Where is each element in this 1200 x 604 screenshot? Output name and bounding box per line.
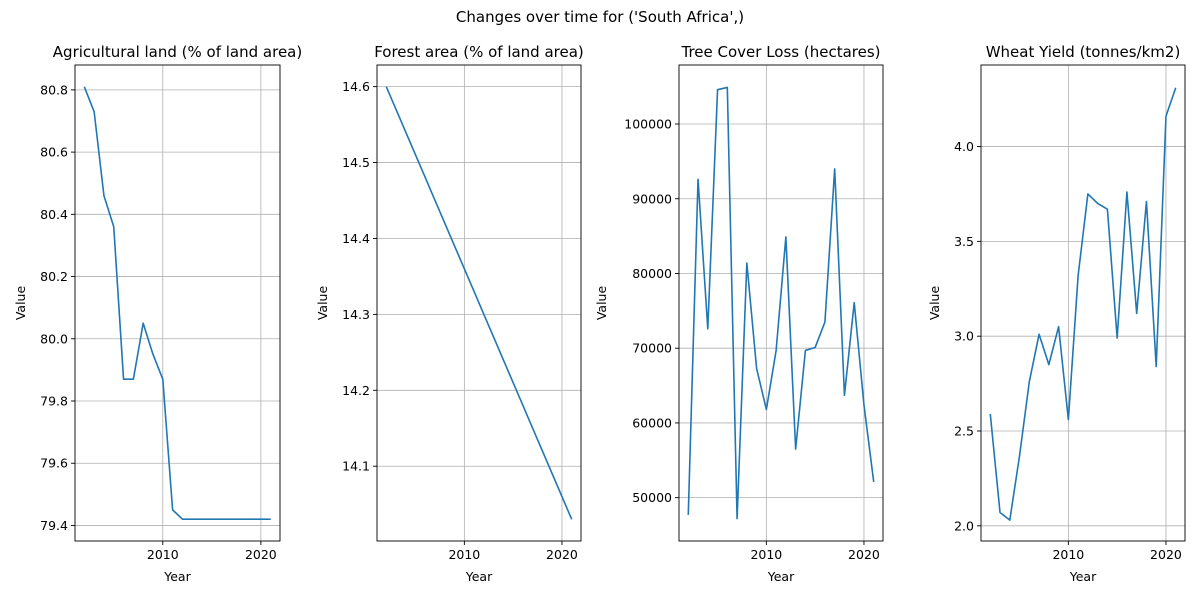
data-line-series-1 [687,86,875,520]
y-tick-label: 80.2 [40,269,68,284]
data-line-series-1 [385,86,573,520]
axes-frame [980,64,1186,542]
y-tick-label: 80.0 [40,331,68,346]
axes-frame [74,64,281,542]
chart-panel-3: 2010 2020 50000 60000 70000 80000 90000 100000 T… [594,43,884,584]
y-axis-label: Value [13,286,28,321]
chart-panel-4: 2010 2020 2.0 2.5 3.0 3.5 4.0 Wheat Yield (tonn… [927,43,1186,584]
x-tick-label: 2020 [1150,547,1182,562]
x-tick-label: 2010 [147,547,179,562]
x-tick-label: 2010 [1052,547,1084,562]
y-tick-label: 79.8 [40,394,68,409]
y-tick-label: 80.6 [40,145,68,160]
y-tick-label: 2.5 [954,424,974,439]
y-tick-label: 3.5 [954,234,974,249]
y-tick-label: 14.6 [342,79,370,94]
y-tick-label: 14.5 [342,155,370,170]
y-tick-label: 60000 [632,415,672,430]
y-tick-label: 80000 [632,266,672,281]
y-axis-label: Value [594,286,609,321]
axes-frame [376,64,582,542]
y-axis-label: Value [315,286,330,321]
x-tick-label: 2020 [546,547,578,562]
y-tick-label: 80.8 [40,82,68,97]
chart-title: Wheat Yield (tonnes/km2) [986,43,1181,61]
x-axis-label: Year [465,569,493,584]
x-tick-label: 2020 [245,547,277,562]
data-line-series-1 [83,86,271,521]
x-tick-label: 2010 [750,547,782,562]
chart-panel-2: 2010 2020 14.1 14.2 14.3 14.4 14.5 14.6 Forest a… [315,43,584,584]
y-axis-label: Value [927,286,942,321]
x-axis-label: Year [163,569,191,584]
x-axis-label: Year [1069,569,1097,584]
y-tick-label: 4.0 [954,139,974,154]
y-tick-label: 14.4 [342,231,370,246]
y-tick-label: 90000 [632,191,672,206]
y-tick-label: 100000 [624,117,672,132]
chart-panel-1: 2010 2020 79.4 79.6 79.8 80.0 80.2 80.4 80.6 80.8… [13,43,302,584]
y-tick-label: 50000 [632,490,672,505]
axes-frame [678,64,884,542]
y-tick-label: 14.2 [342,383,370,398]
x-tick-label: 2020 [848,547,880,562]
x-axis-label: Year [767,569,795,584]
x-tick-label: 2010 [448,547,480,562]
y-tick-label: 80.4 [40,207,68,222]
y-tick-label: 14.3 [342,307,370,322]
y-tick-label: 79.6 [40,456,68,471]
y-tick-label: 70000 [632,341,672,356]
data-line-series-1 [989,87,1177,521]
y-tick-label: 3.0 [954,329,974,344]
chart-title: Agricultural land (% of land area) [53,43,302,61]
y-tick-label: 14.1 [342,459,370,474]
figure-suptitle: Changes over time for ('South Africa',) [455,8,745,26]
chart-title: Forest area (% of land area) [374,43,584,61]
y-tick-label: 79.4 [40,518,68,533]
y-tick-label: 2.0 [954,518,974,533]
chart-title: Tree Cover Loss (hectares) [680,43,880,61]
